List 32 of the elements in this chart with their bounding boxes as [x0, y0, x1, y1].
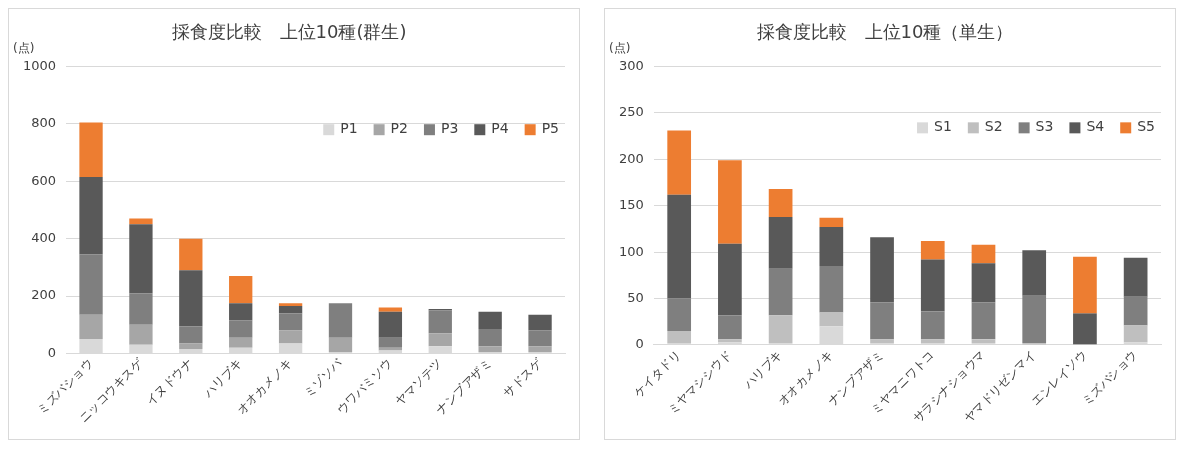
chart-title: 採食度比較 上位10種（単生）	[756, 21, 1014, 43]
y-tick-label: 400	[31, 230, 57, 246]
y-tick-label: 0	[47, 344, 57, 360]
legend-label: P1	[340, 120, 358, 137]
y-tick-label: 250	[618, 104, 644, 120]
legend-label: S1	[934, 118, 952, 135]
legend-label: S3	[1035, 118, 1054, 135]
x-tick-label: イヌドウナ	[142, 355, 196, 409]
x-tick-label: ミゾソバ	[300, 355, 346, 400]
y-tick-label: 50	[627, 289, 644, 305]
x-tick-label: ハリブキ	[740, 347, 785, 393]
x-tick-label: サドスゲ	[500, 355, 546, 400]
legend-label: S2	[984, 118, 1003, 135]
legend-label: P5	[541, 120, 560, 137]
legend-label: P4	[491, 120, 509, 137]
y-axis-title: (点)	[13, 40, 35, 55]
legend-label: P3	[440, 120, 459, 137]
y-tick-label: 300	[618, 57, 644, 73]
y-tick-label: 200	[618, 150, 644, 166]
y-tick-label: 600	[31, 172, 57, 188]
legend-label: S5	[1137, 118, 1155, 135]
y-tick-label: 0	[635, 336, 644, 352]
x-tick-label: ハリブキ	[200, 355, 246, 401]
legend-label: P2	[390, 120, 408, 137]
y-tick-label: 150	[618, 197, 644, 213]
y-tick-label: 200	[31, 287, 57, 303]
y-tick-label: 100	[618, 243, 644, 259]
y-tick-label: 1000	[22, 57, 57, 73]
y-axis-title: (点)	[609, 40, 631, 55]
chart-title: 採食度比較 上位10種(群生)	[171, 21, 407, 43]
y-tick-label: 800	[31, 115, 57, 131]
legend-label: S4	[1086, 118, 1105, 135]
